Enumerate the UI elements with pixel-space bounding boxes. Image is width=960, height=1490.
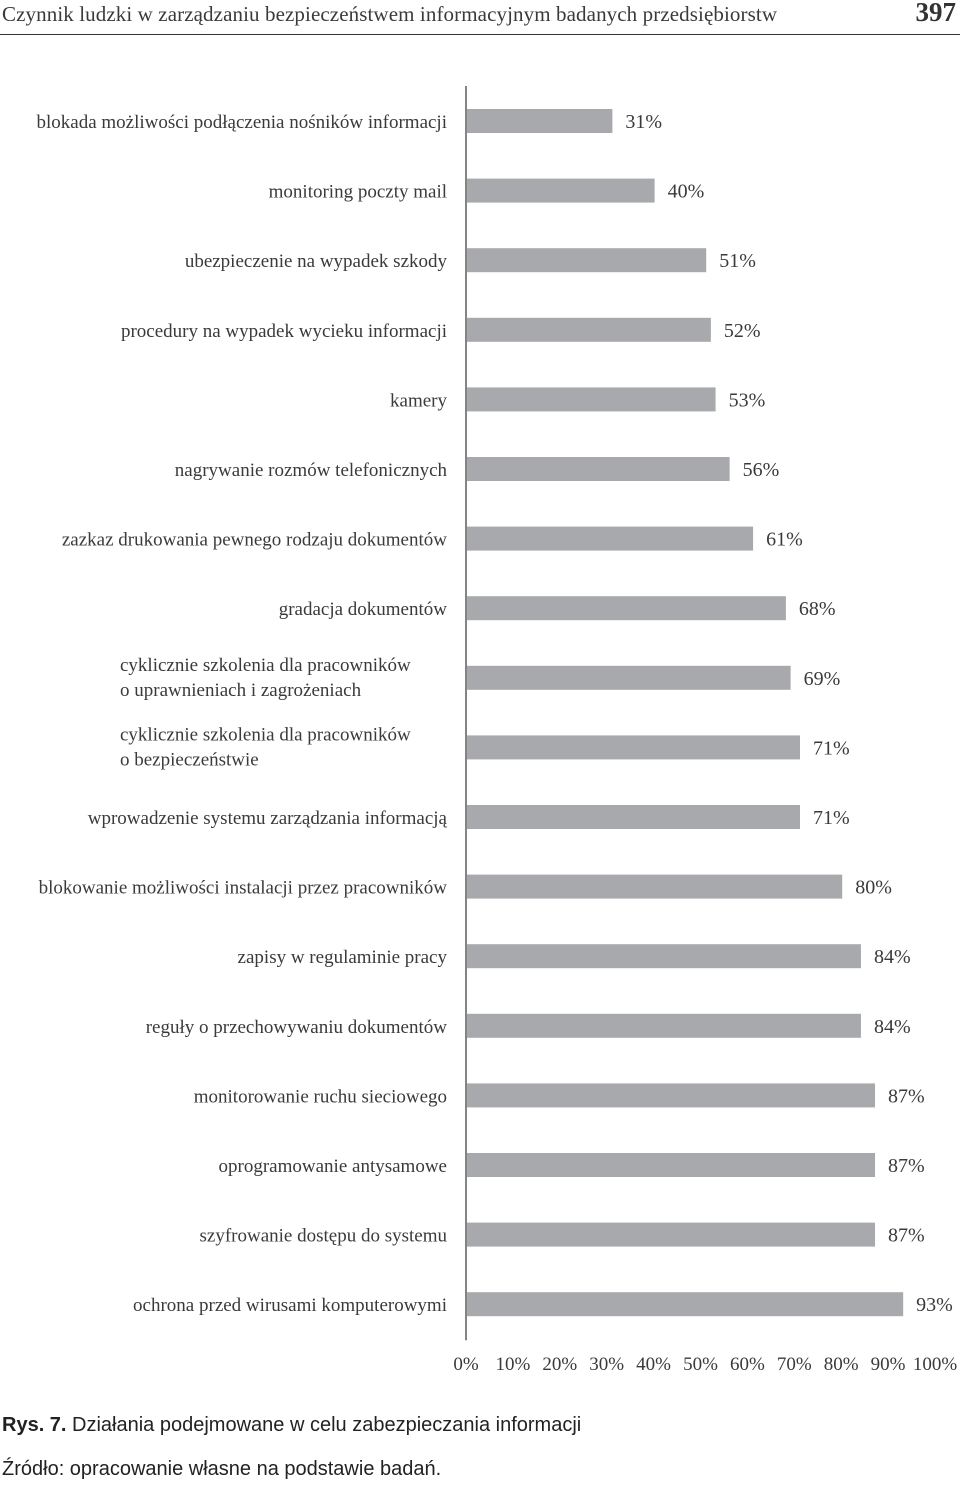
category-label: blokada możliwości podłączenia nośników …	[37, 112, 448, 133]
x-tick-label: 90%	[871, 1354, 906, 1375]
x-tick-label: 80%	[824, 1354, 859, 1375]
bar-value-label: 87%	[888, 1085, 925, 1107]
bar	[467, 387, 716, 412]
bar-value-label: 87%	[888, 1155, 925, 1177]
category-label: wprowadzenie systemu zarządzania informa…	[88, 808, 448, 829]
category-label: szyfrowanie dostępu do systemu	[200, 1226, 448, 1247]
bar-value-label: 69%	[804, 668, 841, 690]
bar	[467, 735, 800, 760]
x-tick-label: 50%	[683, 1354, 718, 1375]
bar	[467, 526, 754, 551]
figure-source: Źródło: opracowanie własne na podstawie …	[2, 1458, 442, 1480]
bar-value-label: 93%	[916, 1294, 953, 1316]
bar	[467, 248, 707, 273]
bar-value-label: 40%	[668, 181, 705, 203]
category-label: gradacja dokumentów	[279, 599, 448, 620]
bar	[467, 596, 786, 621]
figure-caption-text: Działania podejmowane w celu zabezpiecza…	[66, 1414, 582, 1436]
x-tick-label: 30%	[589, 1354, 624, 1375]
bar	[467, 1292, 904, 1317]
category-label: ochrona przed wirusami komputerowymi	[133, 1295, 447, 1316]
category-label: cyklicznie szkolenia dla pracowników	[120, 655, 411, 676]
bar	[467, 1083, 876, 1108]
bar-value-label: 71%	[813, 807, 850, 829]
category-label: monitoring poczty mail	[269, 182, 447, 203]
bar	[467, 317, 711, 342]
figure-number: Rys. 7.	[2, 1414, 67, 1436]
category-label: o bezpieczeństwie	[120, 749, 259, 770]
running-title: Czynnik ludzki w zarządzaniu bezpieczeńs…	[2, 2, 778, 26]
bar-value-label: 52%	[724, 320, 761, 342]
horizontal-bar-chart: 31% blokada możliwości podłączenia nośnik…	[37, 86, 958, 1375]
x-tick-label: 20%	[542, 1354, 577, 1375]
x-tick-label: 10%	[495, 1354, 530, 1375]
bar	[467, 109, 613, 133]
bar-value-label: 87%	[888, 1225, 925, 1247]
bar	[467, 1222, 876, 1247]
category-label: monitorowanie ruchu sieciowego	[194, 1086, 447, 1107]
bar	[467, 457, 730, 481]
bar-value-label: 31%	[625, 111, 662, 133]
category-label: nagrywanie rozmów telefonicznych	[175, 460, 448, 481]
bar-value-label: 51%	[719, 250, 756, 272]
page-number: 397	[915, 0, 957, 27]
category-label: zazkaz drukowania pewnego rodzaju dokume…	[62, 530, 447, 551]
x-tick-label: 40%	[636, 1354, 671, 1375]
bar	[467, 1013, 861, 1038]
category-label: o uprawnieniach i zagrożeniach	[120, 680, 362, 701]
category-label: ubezpieczenie na wypadek szkody	[185, 251, 448, 272]
category-label: cyklicznie szkolenia dla pracowników	[120, 724, 411, 745]
category-label: kamery	[390, 390, 447, 411]
bar	[467, 1153, 876, 1177]
category-label: blokowanie możliwości instalacji przez p…	[39, 878, 448, 899]
bar	[467, 178, 655, 203]
category-label: oprogramowanie antysamowe	[219, 1156, 447, 1177]
category-label: zapisy w regulaminie pracy	[238, 947, 448, 968]
x-tick-label: 60%	[730, 1354, 765, 1375]
category-label: reguły o przechowywaniu dokumentów	[146, 1017, 448, 1038]
x-tick-label: 0%	[453, 1354, 479, 1375]
bar-value-label: 84%	[874, 1016, 911, 1038]
bar-value-label: 68%	[799, 598, 836, 620]
bar-value-label: 56%	[743, 459, 780, 481]
bar-value-label: 61%	[766, 529, 803, 551]
category-label: procedury na wypadek wycieku informacji	[121, 321, 447, 342]
x-tick-label: 70%	[777, 1354, 812, 1375]
bar-value-label: 80%	[855, 877, 892, 899]
page-header: Czynnik ludzki w zarządzaniu bezpieczeńs…	[0, 0, 960, 35]
bar-value-label: 84%	[874, 946, 911, 968]
bar-value-label: 71%	[813, 737, 850, 759]
bar	[467, 665, 791, 690]
bar	[467, 874, 843, 899]
x-tick-label: 100%	[913, 1354, 958, 1375]
bar-value-label: 53%	[729, 389, 766, 411]
bar	[467, 805, 800, 829]
figure-caption: Rys. 7. Działania podejmowane w celu zab…	[2, 1414, 581, 1437]
bar	[467, 944, 861, 969]
